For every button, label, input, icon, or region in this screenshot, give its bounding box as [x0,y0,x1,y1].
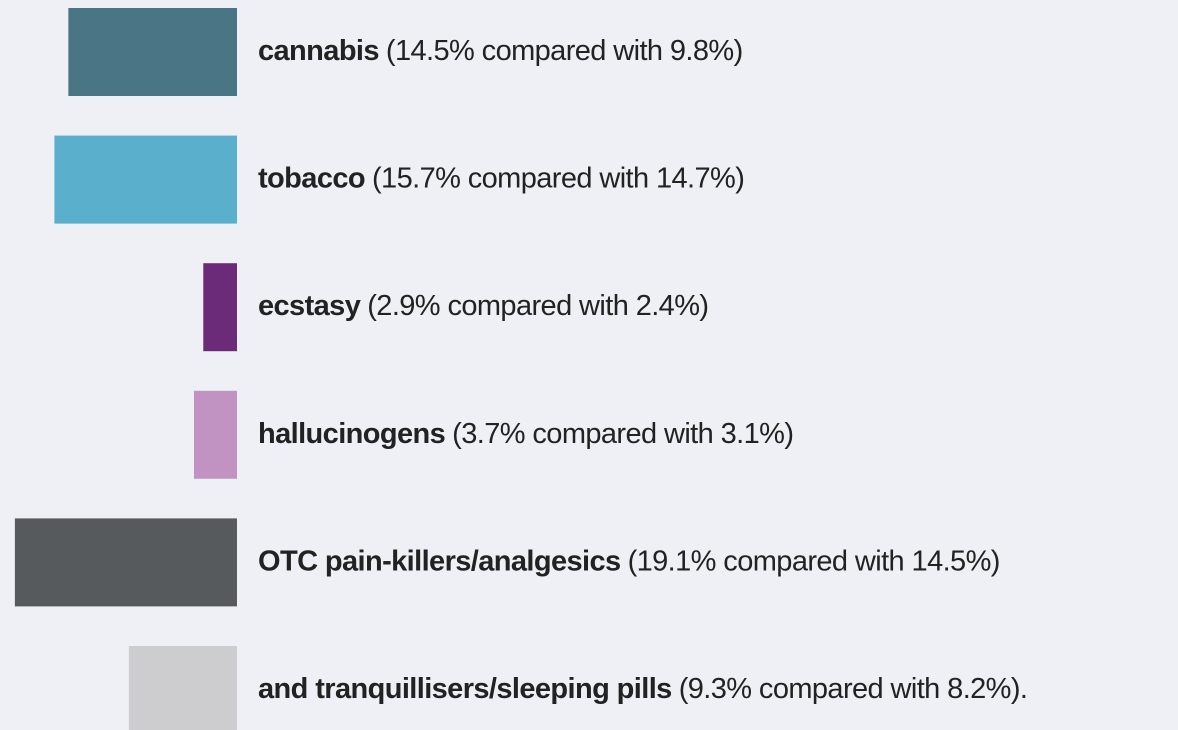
bar [203,263,237,352]
detail: (2.9% compared with 2.4%) [367,290,708,322]
bar-label: cannabis (14.5% compared with 9.8%) [258,35,743,67]
bar-label: hallucinogens (3.7% compared with 3.1%) [258,417,793,449]
category-name: OTC pain-killers/analgesics [258,545,621,577]
detail: (19.1% compared with 14.5%) [628,545,1000,577]
category-name: tobacco [258,162,365,194]
bar-label: and tranquillisers/sleeping pills (9.3% c… [258,673,1027,705]
category-name: hallucinogens [258,417,445,449]
category-name: ecstasy [258,290,361,322]
bar [193,390,237,479]
bar [14,518,237,607]
category-name: and tranquillisers/sleeping pills [258,673,672,705]
detail: (9.3% compared with 8.2%). [679,673,1028,705]
bar-label: tobacco (15.7% compared with 14.7%) [258,162,744,194]
detail: (15.7% compared with 14.7%) [372,162,744,194]
bar [54,135,238,224]
bar-label: ecstasy (2.9% compared with 2.4%) [258,290,708,322]
bar [68,8,238,96]
detail: (3.7% compared with 3.1%) [452,417,793,449]
category-name: cannabis [258,35,379,67]
bar-label: OTC pain-killers/analgesics (19.1% compar… [258,545,1000,577]
bar [128,646,237,730]
detail: (14.5% compared with 9.8%) [386,35,743,67]
